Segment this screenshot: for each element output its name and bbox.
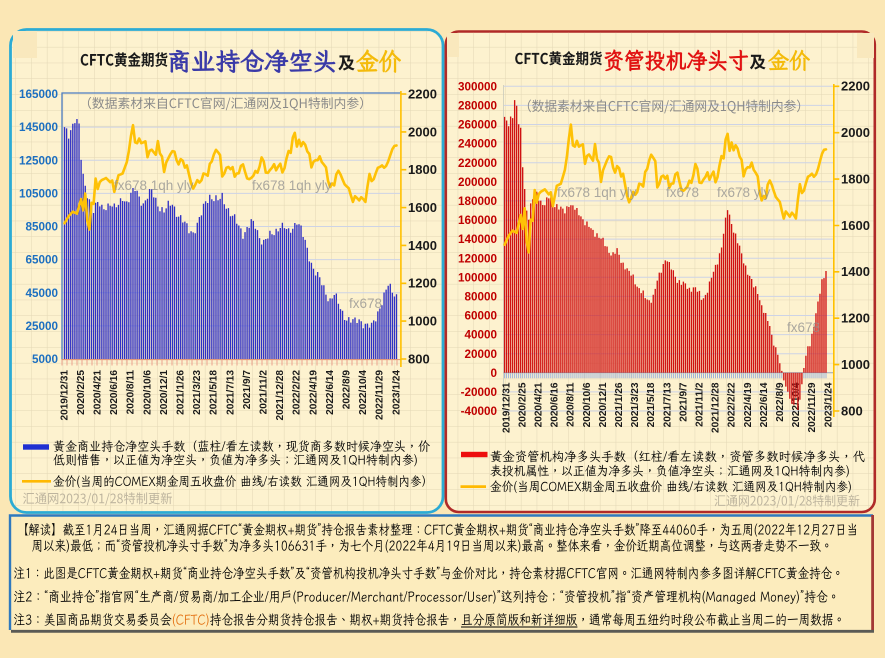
svg-text:100000: 100000 [458, 271, 498, 284]
svg-text:fx678 1qh yly: fx678 1qh yly [252, 178, 332, 193]
svg-text:2021/12/28: 2021/12/28 [275, 370, 286, 421]
svg-text:45000: 45000 [25, 287, 58, 300]
svg-text:2021/3/23: 2021/3/23 [192, 370, 203, 415]
svg-text:140000: 140000 [458, 233, 498, 246]
svg-text:2021/1/26: 2021/1/26 [614, 382, 625, 427]
svg-text:20000: 20000 [464, 348, 497, 361]
svg-text:2022/6/14: 2022/6/14 [759, 382, 770, 427]
svg-text:1600: 1600 [841, 218, 870, 233]
svg-text:80000: 80000 [464, 291, 497, 304]
svg-text:2020/12/1: 2020/12/1 [598, 382, 609, 427]
svg-text:200000: 200000 [458, 176, 498, 189]
svg-text:-40000: -40000 [461, 405, 498, 418]
svg-text:2020/8/11: 2020/8/11 [126, 370, 137, 415]
svg-text:2020/4/21: 2020/4/21 [93, 370, 104, 415]
svg-text:fx678: fx678 [666, 185, 699, 200]
svg-text:fx678 yly: fx678 yly [717, 185, 771, 200]
svg-text:2023/1/24: 2023/1/24 [391, 370, 402, 415]
svg-text:125000: 125000 [19, 154, 59, 167]
svg-text:85000: 85000 [25, 221, 58, 234]
svg-text:2022/11/29: 2022/11/29 [375, 370, 386, 420]
svg-text:2022/8/9: 2022/8/9 [775, 382, 786, 422]
svg-text:2021/7/13: 2021/7/13 [225, 370, 236, 415]
svg-text:2021/5/18: 2021/5/18 [646, 382, 657, 427]
svg-text:2020/2/25: 2020/2/25 [76, 370, 87, 415]
svg-text:2021/3/23: 2021/3/23 [630, 382, 641, 427]
svg-text:120000: 120000 [458, 252, 498, 265]
svg-text:2021/7/13: 2021/7/13 [662, 382, 673, 427]
svg-text:300000: 300000 [458, 80, 498, 93]
svg-text:fx678: fx678 [787, 320, 820, 335]
svg-text:1200: 1200 [841, 311, 870, 326]
svg-text:2022/8/9: 2022/8/9 [342, 370, 353, 410]
svg-text:2000: 2000 [408, 124, 437, 139]
svg-text:2021/11/2: 2021/11/2 [259, 370, 270, 415]
svg-text:1200: 1200 [408, 276, 437, 291]
svg-text:2021/5/18: 2021/5/18 [209, 370, 220, 415]
svg-text:25000: 25000 [25, 320, 58, 333]
svg-text:2200: 2200 [841, 79, 870, 94]
svg-text:2021/12/28: 2021/12/28 [711, 382, 722, 433]
svg-text:2023/1/24: 2023/1/24 [823, 382, 834, 427]
svg-text:1800: 1800 [841, 172, 870, 187]
svg-text:2021/9/7: 2021/9/7 [678, 382, 689, 422]
svg-text:220000: 220000 [458, 157, 498, 170]
svg-text:-20000: -20000 [461, 386, 498, 399]
svg-text:2020/10/6: 2020/10/6 [142, 370, 153, 415]
svg-text:800: 800 [408, 351, 430, 366]
svg-text:2020/10/6: 2020/10/6 [582, 382, 593, 427]
svg-text:1600: 1600 [408, 200, 437, 215]
svg-text:fx678 1qh yly: fx678 1qh yly [557, 185, 637, 200]
svg-text:1800: 1800 [408, 162, 437, 177]
svg-text:2020/12/1: 2020/12/1 [159, 370, 170, 415]
svg-text:1400: 1400 [408, 238, 437, 253]
svg-text:40000: 40000 [464, 329, 497, 342]
svg-text:2021/11/2: 2021/11/2 [695, 382, 706, 427]
svg-text:145000: 145000 [19, 121, 59, 134]
svg-text:160000: 160000 [458, 214, 498, 227]
svg-text:2020/6/16: 2020/6/16 [550, 382, 561, 427]
svg-text:165000: 165000 [19, 88, 59, 101]
svg-text:2020/2/25: 2020/2/25 [517, 382, 528, 427]
svg-text:2022/6/14: 2022/6/14 [325, 370, 336, 415]
svg-text:2200: 2200 [408, 86, 437, 101]
svg-text:280000: 280000 [458, 100, 498, 113]
svg-text:2020/6/16: 2020/6/16 [109, 370, 120, 415]
svg-text:2021/1/26: 2021/1/26 [176, 370, 187, 415]
svg-text:1400: 1400 [841, 264, 870, 279]
svg-text:2022/2/22: 2022/2/22 [292, 370, 303, 415]
svg-text:fx678 1qh yly: fx678 1qh yly [114, 178, 194, 193]
svg-text:2000: 2000 [841, 125, 870, 140]
svg-text:2019/12/31: 2019/12/31 [59, 370, 70, 421]
svg-text:2020/4/21: 2020/4/21 [534, 382, 545, 427]
svg-text:180000: 180000 [458, 195, 498, 208]
svg-text:2022/10/4: 2022/10/4 [358, 370, 369, 415]
svg-text:65000: 65000 [25, 254, 58, 267]
svg-text:0: 0 [490, 367, 497, 380]
svg-text:2022/4/19: 2022/4/19 [743, 382, 754, 427]
svg-text:1000: 1000 [841, 357, 870, 372]
svg-text:2019/12/31: 2019/12/31 [501, 382, 512, 433]
svg-text:105000: 105000 [19, 188, 59, 201]
svg-text:2021/9/7: 2021/9/7 [242, 370, 253, 410]
svg-text:260000: 260000 [458, 119, 498, 132]
svg-text:fx678: fx678 [349, 296, 382, 311]
svg-text:2022/2/22: 2022/2/22 [727, 382, 738, 427]
svg-text:2022/11/29: 2022/11/29 [807, 382, 818, 432]
svg-text:2022/4/19: 2022/4/19 [308, 370, 319, 415]
svg-text:1000: 1000 [408, 314, 437, 329]
svg-text:2020/8/11: 2020/8/11 [566, 382, 577, 427]
svg-text:240000: 240000 [458, 138, 498, 151]
svg-text:2022/10/4: 2022/10/4 [791, 382, 802, 427]
svg-text:60000: 60000 [464, 310, 497, 323]
svg-text:800: 800 [841, 403, 863, 418]
svg-text:5000: 5000 [32, 353, 59, 366]
